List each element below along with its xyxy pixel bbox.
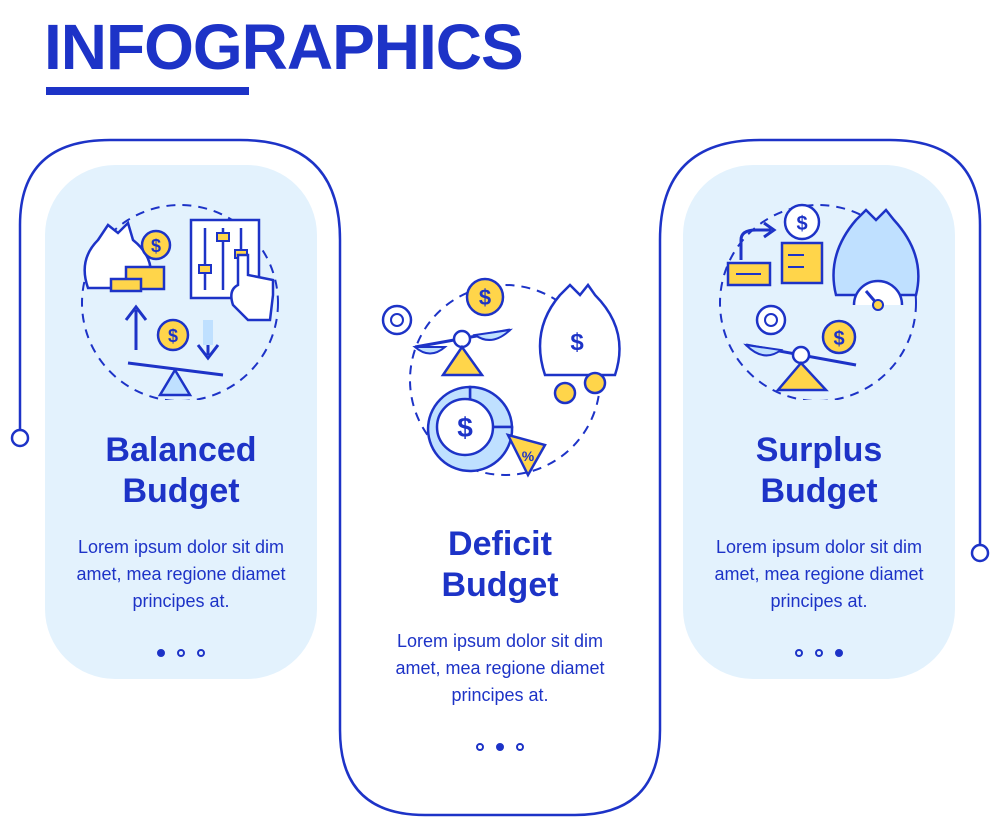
deficit-budget-icon: $ $ $ % — [381, 277, 621, 478]
dot-2[interactable] — [815, 649, 823, 657]
title-line-1: Surplus — [755, 431, 883, 469]
dot-1[interactable] — [476, 743, 484, 751]
title-line-1: Deficit — [448, 525, 552, 563]
balanced-budget-title: Balanced Budget — [45, 430, 317, 512]
svg-text:%: % — [522, 448, 535, 464]
surplus-budget-card: $ $ Surplus Budget Lorem ipsum dolor sit… — [683, 165, 955, 679]
deficit-budget-description: Lorem ipsum dolor sit dim amet, mea regi… — [395, 631, 605, 705]
surplus-budget-icon: $ $ — [719, 203, 920, 400]
title-line-2: Budget — [122, 472, 240, 510]
dot-2[interactable] — [177, 649, 185, 657]
pagination-dots — [683, 649, 955, 657]
deficit-budget-title: Deficit Budget — [341, 524, 659, 606]
title-line-2: Budget — [441, 566, 559, 604]
svg-text:$: $ — [168, 326, 178, 346]
svg-text:$: $ — [457, 412, 473, 443]
balanced-budget-icon: $ $ — [81, 204, 279, 400]
dot-1[interactable] — [795, 649, 803, 657]
svg-text:$: $ — [479, 285, 491, 310]
svg-text:$: $ — [570, 329, 584, 356]
dot-2[interactable] — [496, 743, 504, 751]
deficit-budget-card: $ $ $ % Deficit Budget Lorem ipsum dolor… — [341, 270, 659, 770]
pagination-dots — [45, 649, 317, 657]
title-underline — [46, 87, 249, 95]
page-title: INFOGRAPHICS — [44, 11, 524, 83]
pagination-dots — [341, 743, 659, 751]
svg-text:$: $ — [833, 328, 844, 350]
svg-text:$: $ — [151, 236, 161, 256]
balanced-budget-description: Lorem ipsum dolor sit dim amet, mea regi… — [76, 537, 286, 611]
dot-3[interactable] — [516, 743, 524, 751]
dot-1[interactable] — [157, 649, 165, 657]
surplus-budget-description: Lorem ipsum dolor sit dim amet, mea regi… — [714, 537, 924, 611]
surplus-budget-title: Surplus Budget — [683, 430, 955, 512]
balanced-budget-card: $ $ Balanced Budget Lorem ipsum dolor si… — [45, 165, 317, 679]
title-line-1: Balanced — [105, 431, 257, 469]
svg-text:$: $ — [796, 213, 807, 235]
dot-3[interactable] — [197, 649, 205, 657]
dot-3[interactable] — [835, 649, 843, 657]
title-line-2: Budget — [760, 472, 878, 510]
